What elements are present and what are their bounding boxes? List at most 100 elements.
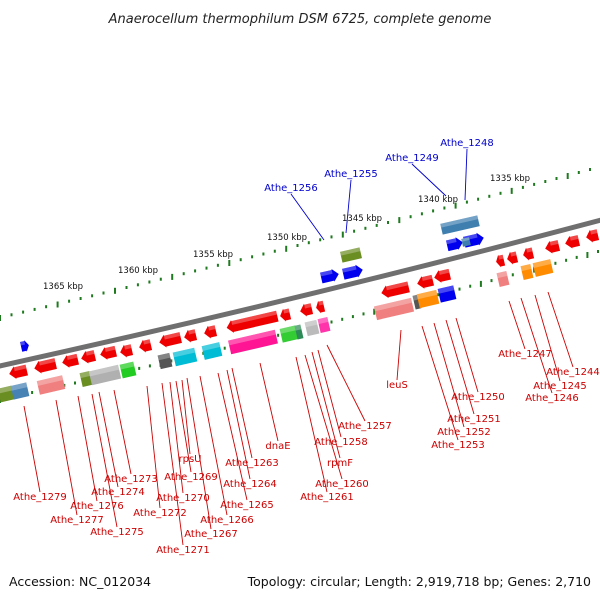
gene-label: Athe_1252 (437, 427, 491, 438)
minor-tick (33, 307, 36, 311)
minor-tick (575, 255, 578, 259)
gene-label: Athe_1250 (451, 392, 505, 403)
domain-bar-shape (317, 317, 331, 333)
cds-arrow (417, 274, 435, 289)
cds-arrow-gloss (304, 303, 312, 309)
gene-label: Athe_1244 (546, 367, 600, 378)
cds-arrow-gloss (13, 364, 27, 372)
domain-bar-shape (157, 352, 173, 370)
cds-arrow-gloss (66, 353, 78, 360)
leader-line (433, 322, 465, 428)
cds-arrow-gloss (385, 281, 409, 291)
leader-line (181, 379, 191, 455)
feature-bar-shape (340, 247, 362, 263)
cds-arrow-shape (184, 329, 198, 343)
cds-arrow-gloss (421, 274, 433, 281)
minor-tick (223, 346, 226, 350)
cds-arrow-shape (316, 300, 326, 314)
cds-arrow-shape (100, 345, 118, 360)
leader-line (199, 375, 228, 516)
cds-arrow-shape (507, 251, 519, 265)
minor-tick (296, 244, 299, 247)
gene-features (0, 215, 600, 403)
domain-bar-shape (304, 319, 320, 337)
cds-arrow (204, 325, 218, 339)
cds-arrow-shape (226, 310, 279, 333)
cds-arrow-gloss (188, 329, 196, 335)
leader-line (421, 325, 459, 441)
minor-tick (420, 212, 423, 216)
domain-bar (228, 329, 278, 355)
domain-bar (304, 319, 320, 337)
feature-bar (440, 215, 480, 235)
domain-bar-gloss (416, 289, 438, 300)
cds-arrow-gloss (283, 308, 290, 314)
gene-label: Athe_1261 (300, 492, 354, 503)
feature-bar-gloss (440, 215, 479, 228)
minor-tick (490, 279, 493, 283)
outer-scale-ticks (0, 168, 591, 321)
cds-arrow-shape (417, 274, 435, 289)
cds-arrow (434, 268, 452, 283)
gene-label: Athe_1273 (104, 474, 158, 485)
cds-arrow-gloss (510, 251, 517, 257)
cds-arrow (523, 247, 535, 261)
domain-bar-gloss (0, 385, 13, 394)
cds-arrow (507, 251, 519, 265)
cds-arrow-shape (523, 247, 535, 261)
scale-label: 1345 kbp (342, 214, 382, 224)
cds-arrow-gloss (549, 240, 559, 246)
accession-label: Accession: NC_012034 (9, 574, 151, 589)
domain-bar (496, 271, 510, 287)
domain-bar-shape (373, 297, 415, 321)
cds-arrow-shape (545, 240, 561, 254)
major-tick (566, 173, 569, 179)
cds-arrow-gloss (438, 268, 450, 275)
minor-tick (521, 185, 524, 189)
cds-arrow-shape (159, 332, 182, 348)
major-tick (398, 217, 401, 224)
leader-line (508, 300, 526, 350)
domain-bar (201, 342, 223, 360)
minor-tick (102, 291, 105, 295)
leader-line (455, 317, 479, 393)
domain-bar-shape (10, 382, 30, 400)
gene-label: Athe_1267 (184, 529, 238, 540)
leader-line (326, 344, 366, 422)
cds-arrow-gloss (85, 350, 95, 356)
cds-arrow (280, 308, 292, 322)
cds-arrow-shape (9, 364, 29, 380)
domain-bar (317, 317, 331, 333)
leader-line (259, 362, 279, 442)
minor-tick (205, 266, 208, 270)
domain-bar (416, 289, 440, 309)
minor-tick (148, 364, 151, 368)
leader-line (464, 148, 468, 201)
leader-line (98, 391, 119, 488)
feature-bar-gloss (340, 247, 361, 256)
cds-arrow-gloss (104, 345, 116, 352)
leader-line (113, 389, 132, 475)
domain-bar (0, 385, 15, 403)
rna-arrow-gloss (19, 341, 26, 346)
leader-line (161, 382, 184, 546)
minor-tick (353, 229, 356, 233)
minor-tick (273, 249, 276, 253)
genome-backbone (0, 217, 600, 369)
domain-bar-gloss (201, 342, 221, 351)
major-tick (533, 266, 536, 273)
minor-tick (499, 191, 502, 195)
minor-tick (589, 168, 591, 171)
cds-arrow-shape (120, 344, 134, 358)
cds-arrow-shape (434, 268, 452, 283)
cds-arrow (300, 303, 314, 317)
cds-arrow (34, 358, 57, 374)
domain-bar-shape (172, 347, 198, 367)
cds-arrow-shape (204, 325, 218, 339)
leader-line (317, 349, 342, 438)
gene-label: Athe_1248 (440, 138, 494, 149)
gene-label: Athe_1269 (164, 472, 218, 483)
minor-tick (45, 305, 48, 309)
minor-tick (251, 255, 254, 259)
leader-line (547, 291, 574, 368)
